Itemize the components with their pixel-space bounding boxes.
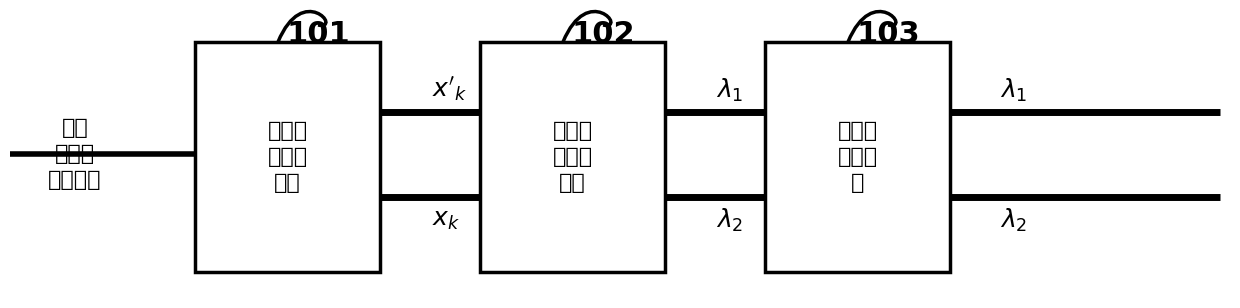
Text: 初始
二进制
信息序列: 初始 二进制 信息序列 <box>48 118 102 190</box>
Text: 光信号
发射模
块: 光信号 发射模 块 <box>837 121 878 193</box>
Text: 基带信
号调制
模块: 基带信 号调制 模块 <box>553 121 593 193</box>
Text: 102: 102 <box>572 20 635 49</box>
Text: $\lambda_1$: $\lambda_1$ <box>999 76 1028 103</box>
Bar <box>765 42 950 272</box>
Text: $\lambda_1$: $\lambda_1$ <box>715 76 744 103</box>
Bar <box>195 42 379 272</box>
Text: $x'_k$: $x'_k$ <box>432 76 467 104</box>
Text: $\lambda_2$: $\lambda_2$ <box>999 206 1027 233</box>
Text: 基带信
号产生
模块: 基带信 号产生 模块 <box>268 121 308 193</box>
Text: $\lambda_2$: $\lambda_2$ <box>715 206 743 233</box>
Text: $x_k$: $x_k$ <box>432 208 460 232</box>
Bar <box>480 42 665 272</box>
Text: 101: 101 <box>286 20 350 49</box>
Text: 103: 103 <box>856 20 920 49</box>
